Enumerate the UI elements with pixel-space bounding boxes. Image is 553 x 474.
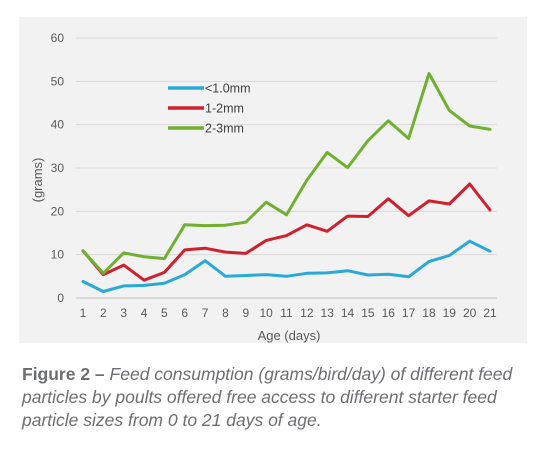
x-tick-label: 20 bbox=[463, 306, 477, 320]
x-tick-label: 18 bbox=[422, 306, 436, 320]
y-tick-label: 0 bbox=[57, 291, 64, 305]
x-tick-label: 10 bbox=[259, 306, 273, 320]
x-axis-label: Age (days) bbox=[258, 328, 321, 343]
legend: <1.0mm 1-2mm 2-3mm bbox=[168, 82, 251, 136]
x-tick-label: 17 bbox=[402, 306, 416, 320]
x-tick-label: 19 bbox=[443, 306, 457, 320]
x-tick-label: 1 bbox=[80, 306, 87, 320]
x-tick-label: 7 bbox=[202, 306, 209, 320]
x-tick-label: 5 bbox=[161, 306, 168, 320]
figure-caption: Figure 2 – Feed consumption (grams/bird/… bbox=[22, 363, 522, 432]
y-axis-label: (grams) bbox=[30, 158, 45, 203]
x-tick-label: 2 bbox=[100, 306, 107, 320]
caption-label: Figure 2 – bbox=[22, 364, 105, 384]
y-tick-label: 60 bbox=[51, 31, 65, 45]
x-tick-label: 14 bbox=[341, 306, 355, 320]
y-tick-label: 50 bbox=[51, 74, 65, 88]
y-tick-label: 30 bbox=[51, 161, 65, 175]
series-line bbox=[81, 239, 492, 293]
x-tick-label: 11 bbox=[280, 306, 293, 320]
x-tick-label: 4 bbox=[141, 306, 148, 320]
gridlines bbox=[76, 37, 497, 299]
y-tick-label: 20 bbox=[51, 204, 65, 218]
x-tick-label: 13 bbox=[321, 306, 335, 320]
chart-frame: 0 10 20 30 40 50 60 1 2 3 4 5 6 7 8 9 10 11 12 13 14 15 16 17 18… bbox=[19, 17, 527, 343]
legend-label: 1-2mm bbox=[205, 102, 244, 116]
legend-label: <1.0mm bbox=[205, 82, 251, 96]
x-tick-label: 3 bbox=[120, 306, 127, 320]
x-tick-label: 12 bbox=[300, 306, 314, 320]
x-tick-label: 6 bbox=[181, 306, 188, 320]
caption-text: Feed consumption (grams/bird/day) of dif… bbox=[22, 364, 513, 430]
x-tick-label: 16 bbox=[382, 306, 396, 320]
x-tick-label: 21 bbox=[483, 306, 497, 320]
y-tick-label: 40 bbox=[51, 118, 65, 132]
x-tick-label: 8 bbox=[222, 306, 229, 320]
series-lines bbox=[81, 72, 492, 293]
y-tick-label: 10 bbox=[51, 248, 65, 262]
series-line bbox=[81, 72, 492, 275]
legend-label: 2-3mm bbox=[205, 122, 244, 136]
series-line bbox=[81, 182, 492, 282]
x-tick-label: 15 bbox=[361, 306, 375, 320]
x-tick-label: 9 bbox=[242, 306, 249, 320]
